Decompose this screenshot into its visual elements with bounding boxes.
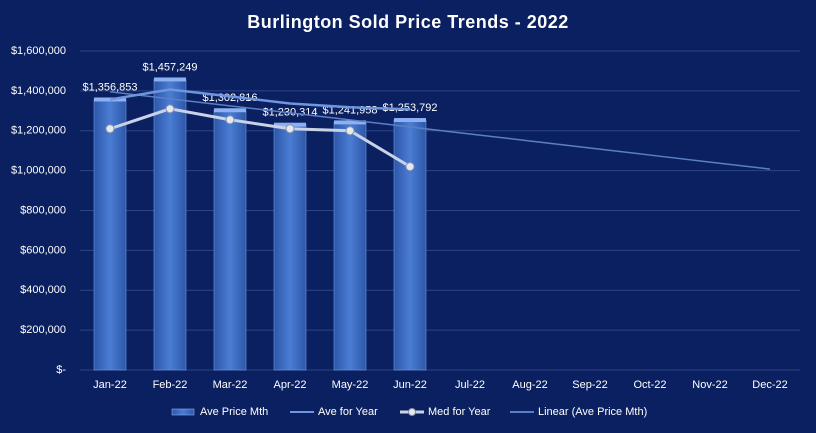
legend-swatch [171,408,195,416]
y-tick-label: $200,000 [20,324,66,336]
x-tick-label: Oct-22 [633,379,666,391]
x-tick-label: Mar-22 [213,379,248,391]
y-tick-label: $400,000 [20,284,66,296]
x-tick-label: Jun-22 [393,379,427,391]
bar [153,79,187,371]
value-label: $1,457,249 [142,61,197,73]
line-marker [285,124,295,134]
value-label: $1,253,792 [382,102,437,114]
y-tick-label: $800,000 [20,204,66,216]
line-series [109,107,411,168]
value-label: $1,356,853 [82,81,137,93]
x-tick-label: Jan-22 [93,379,127,391]
line-series [109,91,771,170]
bar [273,124,307,371]
legend-marker [408,408,416,416]
legend-label: Linear (Ave Price Mth) [538,406,647,418]
chart-title: Burlington Sold Price Trends - 2022 [247,12,569,32]
y-tick-label: $1,600,000 [11,45,66,57]
line-marker [405,162,415,172]
x-tick-label: Jul-22 [455,379,485,391]
bar-cap [154,77,186,82]
legend-label: Ave for Year [318,406,378,418]
x-tick-label: Nov-22 [692,379,727,391]
x-tick-label: Apr-22 [273,379,306,391]
line-series [109,88,411,111]
bar-cap [394,118,426,123]
line-marker [225,115,235,125]
bar [93,99,127,371]
legend-label: Ave Price Mth [200,406,268,418]
x-tick-label: May-22 [332,379,369,391]
y-tick-label: $600,000 [20,244,66,256]
line-marker [105,124,115,134]
x-tick-label: Aug-22 [512,379,547,391]
line-marker [345,126,355,136]
legend-label: Med for Year [428,406,491,418]
x-tick-label: Feb-22 [153,379,188,391]
y-tick-label: $1,000,000 [11,165,66,177]
y-tick-label: $1,400,000 [11,85,66,97]
x-tick-label: Sep-22 [572,379,607,391]
x-tick-label: Dec-22 [752,379,787,391]
y-tick-label: $1,200,000 [11,125,66,137]
bar [213,109,247,371]
bar-cap [214,108,246,113]
bar [333,122,367,371]
line-marker [165,104,175,114]
y-tick-label: $- [56,364,66,376]
bar-cap [334,120,366,125]
bar [393,119,427,371]
